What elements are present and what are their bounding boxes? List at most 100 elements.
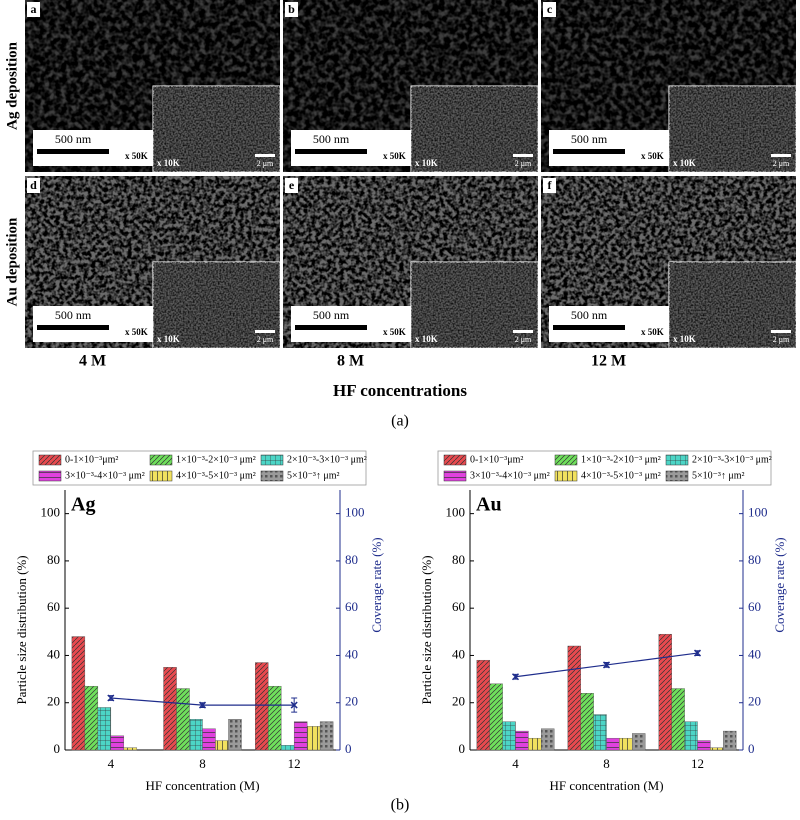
panel-label-box [27, 178, 40, 193]
y-axis-label: Particle size distribution (%) [419, 555, 434, 704]
legend-label: 1×10⁻³-2×10⁻³ μm² [581, 454, 661, 465]
legend-swatch [665, 470, 689, 482]
inset-mag: x 10K [673, 334, 696, 344]
scale-bar [553, 149, 625, 154]
y-tick-label: 40 [47, 646, 60, 661]
legend-swatch [554, 454, 578, 466]
coverage-marker [693, 649, 702, 657]
y2-tick-label: 60 [345, 599, 358, 614]
legend-swatch [149, 470, 173, 482]
scale-box [549, 130, 669, 166]
inset-scale-bar [771, 330, 791, 333]
x-axis-label: HF concentration (M) [549, 778, 663, 793]
mag-text: x 50K [641, 327, 664, 337]
inset-texture [153, 86, 280, 172]
bar [619, 737, 633, 751]
inset-scale-bar [513, 154, 533, 157]
panel-label: a [31, 2, 37, 16]
legend-swatch [443, 470, 467, 482]
mag-text: x 50K [383, 151, 406, 161]
legend-box [32, 450, 367, 486]
bar [71, 636, 86, 751]
scale-text: 500 nm [571, 308, 608, 322]
coverage-marker [602, 661, 611, 669]
inset-scale: 2 μm [773, 335, 790, 344]
coverage-marker [511, 673, 520, 681]
y2-tick-label: 40 [345, 646, 358, 661]
y-tick-label: 0 [459, 741, 466, 756]
bar [306, 726, 321, 751]
y2-axis-label: Coverage rate (%) [772, 537, 787, 632]
x-axis-label: HF concentration (M) [145, 778, 259, 793]
bar [228, 719, 242, 751]
scale-text: 500 nm [55, 308, 92, 322]
bar [319, 721, 334, 751]
bar [97, 707, 112, 751]
x-tick-label: 12 [691, 756, 704, 771]
inset-mag: x 10K [673, 158, 696, 168]
column-label: 4 M [79, 353, 106, 370]
bar [280, 745, 295, 751]
inset-scale-bar [255, 154, 275, 157]
legend-label: 2×10⁻³-3×10⁻³ μm² [692, 454, 772, 465]
legend-label: 4×10⁻³-5×10⁻³ μm² [176, 470, 256, 481]
x-tick-label: 4 [512, 756, 519, 771]
y2-tick-label: 0 [748, 741, 755, 756]
y2-tick-label: 100 [748, 505, 768, 520]
inset-scale: 2 μm [257, 335, 274, 344]
coverage-marker [198, 701, 207, 709]
y-tick-label: 40 [452, 646, 465, 661]
mag-text: x 50K [641, 151, 664, 161]
bar [255, 662, 269, 751]
bar [632, 733, 646, 751]
scale-box [33, 130, 153, 166]
bar [567, 645, 581, 751]
bar [176, 688, 190, 751]
inset-mag: x 10K [157, 334, 180, 344]
inset-scale: 2 μm [257, 159, 274, 168]
inset-scale: 2 μm [773, 159, 790, 168]
x-tick-label: 4 [108, 756, 115, 771]
inset-texture [153, 262, 280, 348]
scale-bar [295, 149, 367, 154]
y-tick-label: 100 [446, 505, 466, 520]
bar [163, 667, 177, 751]
panel-label: d [30, 178, 37, 192]
y2-tick-label: 80 [748, 552, 761, 567]
scale-bar [37, 325, 109, 330]
scale-text: 500 nm [313, 132, 350, 146]
legend-swatch [38, 470, 62, 482]
legend-swatch [443, 454, 467, 466]
legend-swatch [38, 454, 62, 466]
scale-bar [37, 149, 109, 154]
legend-label: 3×10⁻³-4×10⁻³ μm² [470, 470, 550, 481]
y-tick-label: 100 [41, 505, 61, 520]
mag-text: x 50K [125, 327, 148, 337]
axis-title: HF concentrations [333, 381, 467, 400]
y-tick-label: 60 [47, 599, 60, 614]
legend-swatch [149, 454, 173, 466]
y-axis-label: Particle size distribution (%) [14, 555, 29, 704]
row-label: Ag deposition [4, 41, 20, 130]
inset-texture [411, 262, 538, 348]
y2-axis-label: Coverage rate (%) [369, 537, 384, 632]
bar [293, 721, 308, 751]
mag-text: x 50K [125, 151, 148, 161]
bar [502, 721, 516, 751]
bar [189, 719, 203, 751]
bar [215, 740, 229, 751]
legend-swatch [554, 470, 578, 482]
x-tick-label: 8 [603, 756, 610, 771]
bar [123, 747, 138, 751]
bar [84, 685, 99, 751]
bar [202, 728, 216, 751]
y2-tick-label: 100 [345, 505, 365, 520]
y-tick-label: 20 [452, 694, 465, 709]
inset-scale: 2 μm [515, 335, 532, 344]
legend-swatch [665, 454, 689, 466]
caption: (b) [391, 797, 410, 814]
y-tick-label: 60 [452, 599, 465, 614]
inset-scale-bar [771, 154, 791, 157]
legend-swatch [260, 470, 284, 482]
